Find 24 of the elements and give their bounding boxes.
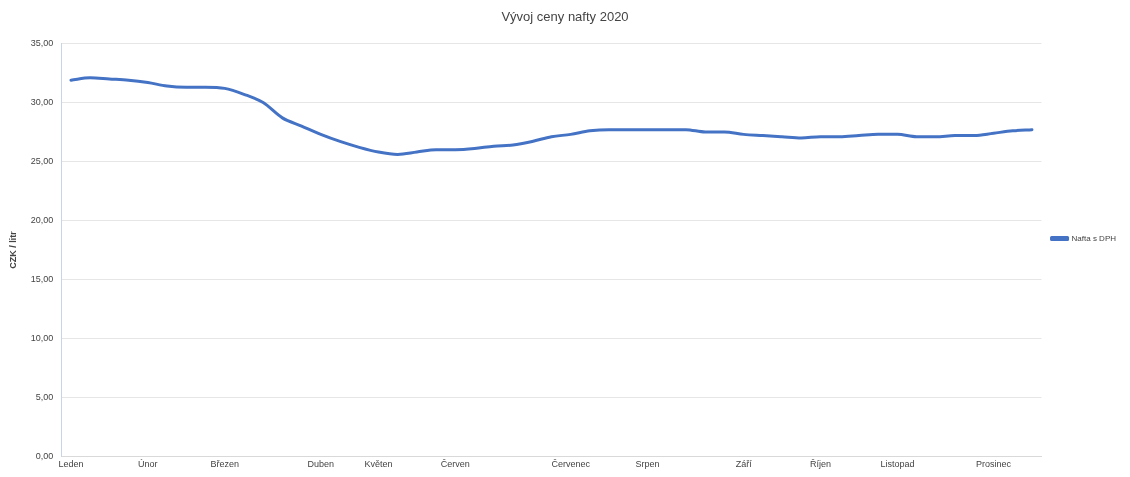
y-axis-title: CZK / litr — [7, 230, 18, 269]
y-tick-label: 25,00 — [30, 155, 54, 166]
x-tick-label: Červenec — [551, 459, 591, 470]
x-tick-label: Říjen — [810, 459, 832, 470]
y-tick-label: 30,00 — [30, 97, 54, 108]
x-tick-label: Srpen — [635, 459, 660, 470]
x-tick-label: Leden — [58, 459, 84, 470]
x-tick-label: Únor — [138, 459, 158, 470]
x-tick-label: Březen — [210, 459, 239, 470]
legend-label: Nafta s DPH — [1071, 233, 1117, 243]
x-tick-label: Červen — [440, 459, 470, 470]
chart-title: Vývoj ceny nafty 2020 — [501, 9, 629, 25]
y-tick-label: 10,00 — [30, 332, 54, 343]
y-tick-label: 5,00 — [35, 391, 54, 402]
y-tick-label: 20,00 — [30, 214, 54, 225]
x-tick-label: Duben — [307, 459, 335, 470]
line-series — [69, 76, 1034, 156]
x-tick-label: Květen — [364, 459, 393, 470]
x-tick-label: Listopad — [880, 459, 915, 470]
y-tick-label: 15,00 — [30, 273, 54, 284]
x-tick-label: Září — [735, 459, 753, 470]
y-tick-label: 0,00 — [35, 450, 54, 461]
y-tick-label: 35,00 — [30, 38, 54, 49]
x-tick-label: Prosinec — [975, 459, 1012, 470]
